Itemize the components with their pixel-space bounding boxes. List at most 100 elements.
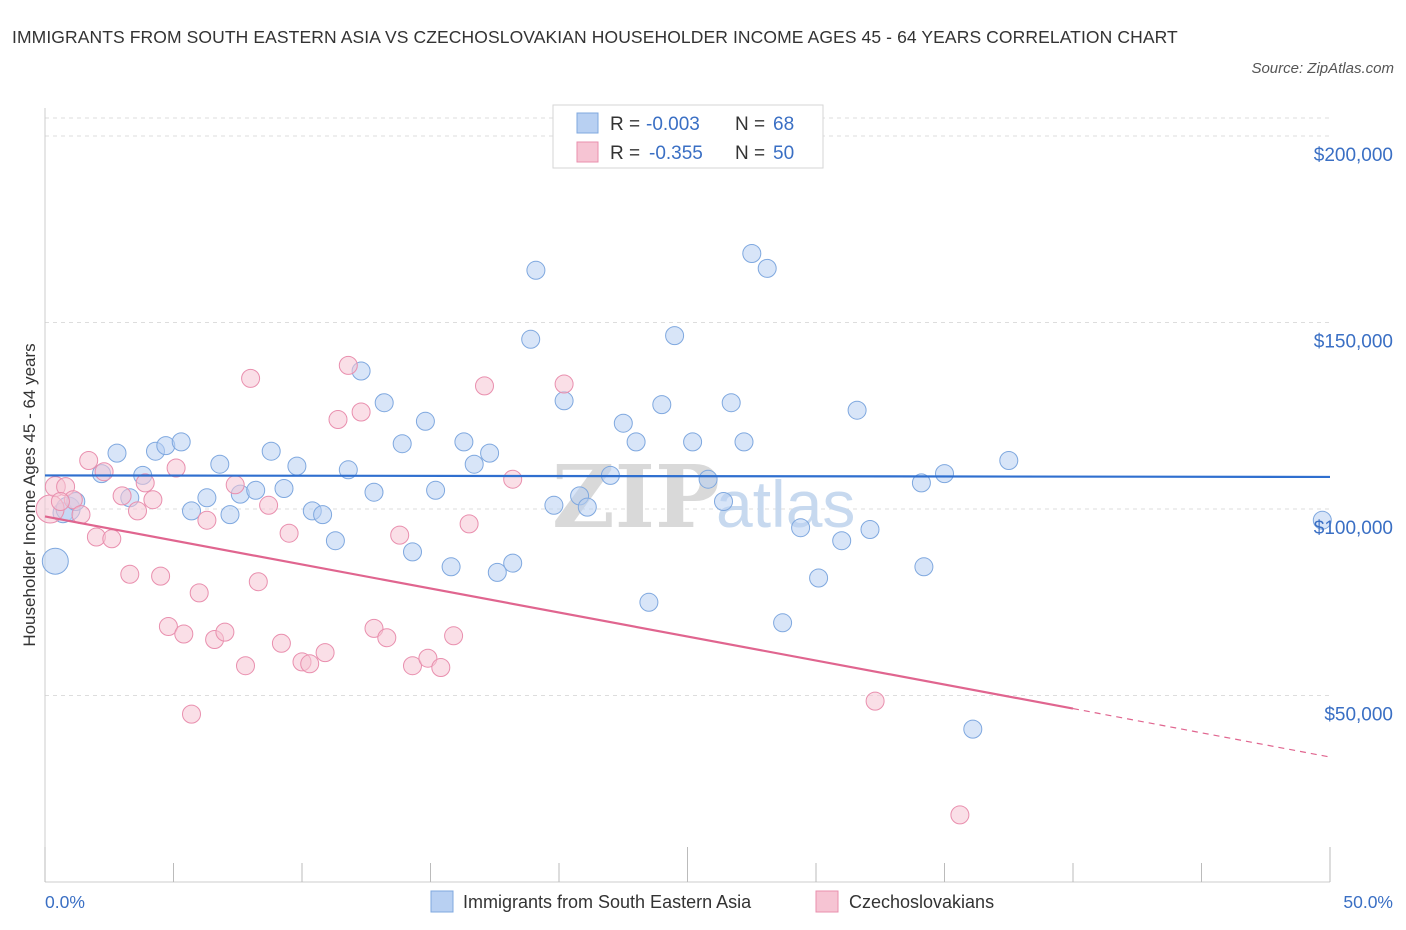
- y-tick-label: $150,000: [1314, 332, 1393, 353]
- data-point-immigrants: [521, 329, 541, 349]
- data-point-immigrants: [261, 441, 281, 461]
- y-axis-label: Householder Income Ages 45 - 64 years: [20, 343, 39, 646]
- data-point-czechoslovakians: [431, 658, 451, 677]
- data-point-czechoslovakians: [189, 583, 209, 603]
- data-point-immigrants: [287, 456, 307, 476]
- legend-swatch-pink: [815, 890, 839, 913]
- data-point-immigrants: [698, 469, 718, 489]
- data-point-czechoslovakians: [351, 402, 371, 422]
- grid-lines: [45, 117, 1330, 696]
- watermark-atlas: atlas: [716, 467, 855, 541]
- trend-lines: [44, 474, 1331, 758]
- data-point-czechoslovakians: [279, 523, 299, 543]
- data-point-immigrants: [714, 492, 733, 511]
- data-point-czechoslovakians: [328, 410, 348, 429]
- data-point-czechoslovakians: [143, 490, 163, 510]
- stats-box: R = -0.003 N = 68 R = -0.355 N = 50: [552, 104, 824, 169]
- data-point-immigrants: [107, 443, 127, 463]
- data-point-czechoslovakians: [225, 475, 245, 495]
- data-point-immigrants: [246, 480, 266, 500]
- y-tick-labels: $50,000 $100,000 $150,000 $200,000: [1314, 145, 1393, 726]
- data-point-immigrants: [41, 547, 69, 575]
- data-point-immigrants: [274, 479, 294, 498]
- stats-n-value: 50: [773, 143, 794, 164]
- x-tick-label: 0.0%: [45, 892, 85, 912]
- legend-label-czechoslovakians: Czechoslovakians: [849, 892, 994, 912]
- data-point-immigrants: [1312, 510, 1332, 530]
- data-point-immigrants: [171, 432, 191, 452]
- chart-title: IMMIGRANTS FROM SOUTH EASTERN ASIA VS CZ…: [12, 27, 1178, 47]
- stats-r-value: -0.003: [646, 114, 700, 135]
- data-point-czechoslovakians: [459, 514, 479, 534]
- x-tick-labels: 0.0% 50.0%: [45, 892, 1393, 912]
- data-point-immigrants: [665, 326, 685, 346]
- data-point-czechoslovakians: [158, 617, 178, 636]
- data-point-immigrants: [860, 520, 880, 539]
- data-point-immigrants: [392, 434, 412, 454]
- data-point-czechoslovakians: [503, 469, 523, 489]
- data-point-czechoslovakians: [135, 473, 155, 493]
- chart-source: Source: ZipAtlas.com: [1251, 60, 1394, 77]
- data-point-czechoslovakians: [197, 510, 217, 530]
- data-point-czechoslovakians: [390, 525, 410, 545]
- data-point-czechoslovakians: [377, 628, 397, 648]
- data-point-immigrants: [613, 413, 633, 433]
- data-point-czechoslovakians: [315, 643, 335, 663]
- y-tick-label: $100,000: [1314, 518, 1393, 539]
- data-point-immigrants: [313, 505, 333, 525]
- data-point-czechoslovakians: [182, 704, 201, 724]
- data-point-immigrants: [791, 518, 811, 538]
- x-tick-label: 50.0%: [1343, 892, 1393, 912]
- data-point-immigrants: [742, 244, 762, 263]
- stats-r-label: R =: [610, 143, 640, 164]
- trend-line-czechoslovakians: [44, 515, 1074, 710]
- data-point-immigrants: [577, 497, 597, 517]
- chart-legend: Immigrants from South Eastern Asia Czech…: [430, 890, 994, 913]
- data-point-immigrants: [325, 531, 345, 551]
- data-point-immigrants: [773, 613, 793, 633]
- data-point-immigrants: [935, 464, 954, 484]
- data-point-czechoslovakians: [174, 624, 194, 644]
- zipatlas-watermark: ZIP atlas: [552, 447, 855, 548]
- data-point-czechoslovakians: [300, 654, 320, 674]
- data-point-immigrants: [464, 454, 484, 474]
- data-point-czechoslovakians: [236, 656, 255, 676]
- data-point-immigrants: [526, 260, 546, 280]
- data-point-immigrants: [683, 432, 703, 452]
- data-points: [35, 244, 1332, 825]
- data-point-immigrants: [809, 568, 829, 588]
- data-point-czechoslovakians: [364, 618, 384, 638]
- data-point-immigrants: [487, 562, 507, 582]
- data-point-immigrants: [182, 501, 201, 521]
- data-point-czechoslovakians: [418, 648, 438, 668]
- data-point-czechoslovakians: [259, 495, 279, 515]
- data-point-czechoslovakians: [248, 572, 268, 592]
- data-point-czechoslovakians: [79, 451, 99, 470]
- data-point-immigrants: [338, 460, 358, 480]
- stats-swatch-pink: [576, 141, 599, 163]
- data-point-immigrants: [220, 505, 240, 525]
- trend-line-immigrants: [44, 474, 1331, 479]
- data-point-immigrants: [999, 451, 1019, 470]
- data-point-czechoslovakians: [338, 355, 358, 375]
- data-point-immigrants: [441, 557, 461, 577]
- axes: [44, 108, 1331, 883]
- data-point-immigrants: [639, 592, 659, 612]
- stats-n-label: N =: [735, 114, 765, 135]
- data-point-immigrants: [911, 473, 931, 493]
- data-point-czechoslovakians: [215, 622, 235, 642]
- stats-swatch-blue: [576, 112, 599, 134]
- stats-r-label: R =: [610, 114, 640, 135]
- data-point-immigrants: [721, 393, 741, 413]
- stats-n-label: N =: [735, 143, 765, 164]
- data-point-czechoslovakians: [151, 566, 171, 586]
- data-point-czechoslovakians: [128, 501, 147, 521]
- data-point-czechoslovakians: [403, 656, 422, 676]
- data-point-immigrants: [415, 411, 435, 431]
- data-point-czechoslovakians: [241, 368, 261, 388]
- data-point-immigrants: [757, 258, 777, 278]
- data-point-czechoslovakians: [120, 564, 140, 584]
- trend-line-extrapolated: [1072, 707, 1331, 758]
- data-point-czechoslovakians: [475, 376, 494, 396]
- data-point-immigrants: [963, 719, 983, 739]
